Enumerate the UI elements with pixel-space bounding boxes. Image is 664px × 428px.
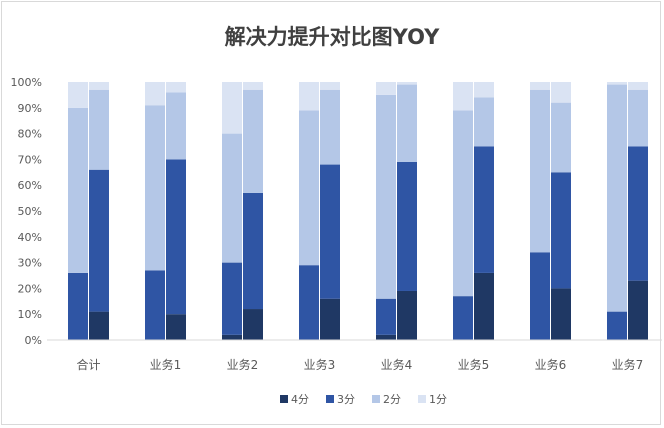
bar-segment <box>397 290 417 340</box>
x-axis: 合计 业务1 业务2 业务3 业务4 业务5 业务6 业务7 <box>76 357 643 372</box>
bar-segment <box>320 298 340 340</box>
bars <box>68 82 648 340</box>
bar-segment <box>222 82 242 134</box>
bar-segment <box>628 89 648 147</box>
y-tick-label: 30% <box>18 257 42 270</box>
bar-segment <box>551 102 571 173</box>
bar-segment <box>474 82 494 98</box>
y-tick-label: 80% <box>18 128 42 141</box>
bar-segment <box>145 82 165 106</box>
bar-segment <box>243 192 263 310</box>
bar-segment <box>397 82 417 85</box>
y-tick-label: 50% <box>18 205 42 218</box>
bar-segment <box>607 84 627 312</box>
bar-segment <box>397 161 417 291</box>
legend-swatch <box>326 395 334 403</box>
bar-segment <box>474 97 494 147</box>
bar-segment <box>376 298 396 335</box>
bar-segment <box>453 296 473 340</box>
legend-label: 3分 <box>337 393 355 406</box>
y-tick-label: 70% <box>18 153 42 166</box>
bar-segment <box>243 89 263 193</box>
bar-segment <box>89 169 109 312</box>
bar-segment <box>320 82 340 90</box>
x-category-label: 业务3 <box>304 357 336 372</box>
bar-segment <box>530 89 550 253</box>
bar-segment <box>628 280 648 340</box>
bar-segment <box>68 82 88 108</box>
bar-segment <box>474 272 494 340</box>
y-tick-label: 100% <box>11 76 42 89</box>
bar-segment <box>145 270 165 340</box>
bar-segment <box>607 311 627 340</box>
bar-segment <box>551 288 571 340</box>
x-category-label: 业务4 <box>381 357 413 372</box>
legend-swatch <box>372 395 380 403</box>
y-tick-label: 40% <box>18 231 42 244</box>
bar-segment <box>222 334 242 340</box>
legend-label: 4分 <box>291 393 309 406</box>
bar-segment <box>166 159 186 315</box>
bar-segment <box>397 84 417 162</box>
bar-segment <box>376 334 396 340</box>
x-category-label: 业务1 <box>150 357 182 372</box>
bar-segment <box>166 314 186 340</box>
bar-segment <box>453 82 473 111</box>
bar-segment <box>474 146 494 273</box>
legend-label: 2分 <box>383 393 401 406</box>
legend: 4分 3分 2分 1分 <box>280 393 447 406</box>
bar-segment <box>299 82 319 111</box>
bar-segment <box>607 82 627 85</box>
bar-segment <box>89 89 109 170</box>
legend-swatch <box>418 395 426 403</box>
bar-segment <box>243 309 263 340</box>
x-category-label: 业务2 <box>227 357 259 372</box>
y-tick-label: 60% <box>18 179 42 192</box>
bar-segment <box>145 105 165 271</box>
bar-segment <box>551 172 571 289</box>
bar-segment <box>222 133 242 263</box>
bar-segment <box>68 107 88 273</box>
y-tick-label: 20% <box>18 282 42 295</box>
y-tick-label: 10% <box>18 308 42 321</box>
bar-segment <box>530 252 550 340</box>
bar-segment <box>320 89 340 165</box>
bar-segment <box>299 110 319 266</box>
bar-segment <box>551 82 571 103</box>
legend-swatch <box>280 395 288 403</box>
x-category-label: 业务6 <box>535 357 567 372</box>
bar-segment <box>530 82 550 90</box>
bar-segment <box>89 311 109 340</box>
bar-segment <box>628 82 648 90</box>
x-category-label: 业务7 <box>612 357 644 372</box>
x-category-label: 合计 <box>76 357 100 372</box>
bar-segment <box>166 92 186 160</box>
y-axis: 0% 10% 20% 30% 40% 50% 60% 70% 80% 90% 100% <box>11 76 42 347</box>
bar-segment <box>243 82 263 90</box>
bar-segment <box>222 262 242 335</box>
y-tick-label: 0% <box>25 334 42 347</box>
bar-segment <box>376 82 396 95</box>
legend-label: 1分 <box>429 393 447 406</box>
bar-segment <box>628 146 648 281</box>
bar-segment <box>320 164 340 299</box>
bar-segment <box>299 265 319 340</box>
y-tick-label: 90% <box>18 102 42 115</box>
bar-segment <box>89 82 109 90</box>
bar-segment <box>376 94 396 299</box>
x-category-label: 业务5 <box>458 357 490 372</box>
bar-segment <box>453 110 473 297</box>
chart-title: 解决力提升对比图YOY <box>225 25 441 49</box>
bar-segment <box>68 272 88 340</box>
bar-segment <box>166 82 186 93</box>
